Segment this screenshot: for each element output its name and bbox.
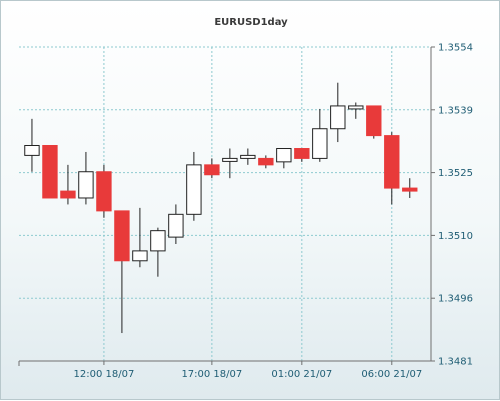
y-tick-label: 1.3539	[438, 105, 473, 116]
candle-body	[78, 171, 94, 199]
candle-bullish	[330, 82, 346, 143]
candle-bullish	[168, 204, 184, 245]
y-tick-label: 1.3481	[438, 357, 473, 368]
candle-bearish	[114, 210, 130, 334]
grid-lines	[19, 46, 431, 361]
candle-bullish	[24, 118, 40, 172]
candle-body	[330, 105, 346, 130]
candle-body	[186, 164, 202, 215]
y-tick-label: 1.3510	[438, 231, 473, 242]
candle-bearish	[384, 132, 400, 205]
candle-bullish	[150, 227, 166, 277]
x-tick-label: 06:00 21/07	[361, 369, 422, 380]
x-tick-label: 01:00 21/07	[271, 369, 332, 380]
candle-body	[402, 187, 418, 192]
candle-bearish	[204, 158, 220, 179]
candle-body	[204, 164, 220, 176]
candle-bullish	[132, 207, 148, 268]
candle-body	[258, 157, 274, 166]
candle-body	[348, 105, 364, 110]
x-tick-label: 12:00 18/07	[74, 369, 135, 380]
candle-body	[366, 105, 382, 137]
chart-title: EURUSD1day	[214, 17, 288, 28]
axes	[19, 47, 432, 362]
candle-body	[132, 250, 148, 262]
x-tick-label: 17:00 18/07	[181, 369, 242, 380]
candle-bearish	[96, 164, 112, 218]
candle-bearish	[294, 148, 310, 162]
candle-bullish	[240, 148, 256, 165]
candle-body	[96, 171, 112, 212]
candle-bearish	[402, 178, 418, 198]
candle-body	[24, 145, 40, 156]
y-tick-labels: 1.3554 1.3539 1.3525 1.3510 1.3496 1.3481	[431, 43, 473, 368]
candle-bullish	[186, 151, 202, 221]
candle-bullish	[78, 151, 94, 205]
x-tick-labels: 12:00 18/07 17:00 18/07 01:00 21/07 06:00 2…	[18, 361, 422, 380]
candle-body	[114, 210, 130, 262]
candle-body	[150, 230, 166, 252]
y-tick-label: 1.3554	[438, 43, 473, 54]
candle-bearish	[366, 105, 382, 139]
candle-bullish	[276, 148, 292, 169]
candle-body	[60, 190, 76, 199]
candle-body	[42, 145, 58, 199]
candle-body	[384, 135, 400, 189]
candle-body	[240, 154, 256, 159]
y-tick-label: 1.3525	[438, 168, 473, 179]
candle-bearish	[42, 145, 58, 199]
candle-body	[168, 213, 184, 238]
candle-bearish	[60, 164, 76, 205]
candle-body	[276, 148, 292, 163]
candle-bullish	[348, 102, 364, 119]
candle-body	[294, 148, 310, 159]
candle-bullish	[222, 148, 238, 179]
candles	[24, 82, 418, 334]
y-tick-label: 1.3496	[438, 294, 473, 305]
candle-bullish	[312, 108, 328, 162]
candle-bearish	[258, 155, 274, 169]
candle-body	[312, 128, 328, 159]
candle-body	[222, 157, 238, 162]
